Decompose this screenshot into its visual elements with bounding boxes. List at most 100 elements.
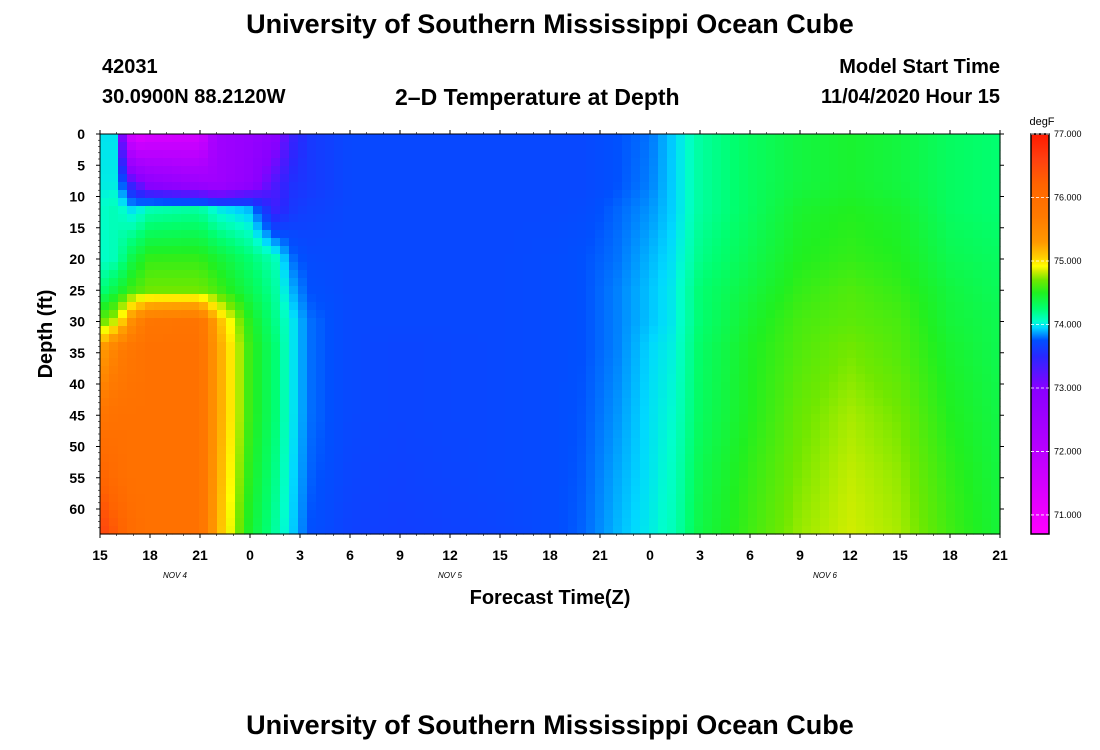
heatmap-cell xyxy=(406,358,416,367)
heatmap-cell xyxy=(964,222,974,231)
heatmap-cell xyxy=(883,238,893,247)
heatmap-cell xyxy=(208,254,218,263)
heatmap-cell xyxy=(649,238,659,247)
heatmap-cell xyxy=(802,406,812,415)
heatmap-cell xyxy=(685,510,695,519)
heatmap-cell xyxy=(226,190,236,199)
heatmap-cell xyxy=(424,262,434,271)
heatmap-cell xyxy=(217,438,227,447)
heatmap-cell xyxy=(568,510,578,519)
heatmap-cell xyxy=(244,390,254,399)
heatmap-cell xyxy=(172,438,182,447)
heatmap-cell xyxy=(532,430,542,439)
heatmap-cell xyxy=(343,206,353,215)
heatmap-cell xyxy=(316,206,326,215)
heatmap-cell xyxy=(118,502,128,511)
heatmap-cell xyxy=(163,342,173,351)
heatmap-cell xyxy=(109,358,119,367)
heatmap-cell xyxy=(244,502,254,511)
heatmap-cell xyxy=(721,238,731,247)
heatmap-cell xyxy=(316,222,326,231)
heatmap-cell xyxy=(730,222,740,231)
heatmap-cell xyxy=(262,406,272,415)
heatmap-cell xyxy=(685,190,695,199)
heatmap-cell xyxy=(640,246,650,255)
heatmap-cell xyxy=(298,294,308,303)
heatmap-cell xyxy=(199,446,209,455)
heatmap-cell xyxy=(757,230,767,239)
heatmap-cell xyxy=(478,470,488,479)
heatmap-cell xyxy=(685,430,695,439)
heatmap-cell xyxy=(361,198,371,207)
heatmap-cell xyxy=(262,214,272,223)
heatmap-cell xyxy=(172,398,182,407)
heatmap-cell xyxy=(487,190,497,199)
heatmap-cell xyxy=(730,166,740,175)
heatmap-cell xyxy=(559,366,569,375)
heatmap-cell xyxy=(478,270,488,279)
heatmap-cell xyxy=(505,326,515,335)
heatmap-cell xyxy=(469,174,479,183)
heatmap-cell xyxy=(469,214,479,223)
heatmap-cell xyxy=(343,502,353,511)
heatmap-cell xyxy=(172,446,182,455)
heatmap-cell xyxy=(415,422,425,431)
heatmap-cell xyxy=(604,334,614,343)
heatmap-cell xyxy=(784,286,794,295)
heatmap-cell xyxy=(856,462,866,471)
heatmap-cell xyxy=(559,318,569,327)
heatmap-cell xyxy=(154,446,164,455)
heatmap-cell xyxy=(811,502,821,511)
heatmap-cell xyxy=(100,350,110,359)
heatmap-cell xyxy=(820,206,830,215)
heatmap-cell xyxy=(244,462,254,471)
heatmap-cell xyxy=(307,470,317,479)
heatmap-cell xyxy=(289,462,299,471)
heatmap-cell xyxy=(334,478,344,487)
heatmap-cell xyxy=(667,318,677,327)
heatmap-cell xyxy=(541,174,551,183)
heatmap-cell xyxy=(892,390,902,399)
heatmap-cell xyxy=(118,446,128,455)
heatmap-cell xyxy=(244,318,254,327)
heatmap-cell xyxy=(163,310,173,319)
heatmap-cell xyxy=(667,206,677,215)
heatmap-cell xyxy=(631,246,641,255)
heatmap-cell xyxy=(541,422,551,431)
heatmap-cell xyxy=(172,214,182,223)
heatmap-cell xyxy=(748,470,758,479)
heatmap-cell xyxy=(838,358,848,367)
heatmap-cell xyxy=(460,374,470,383)
heatmap-cell xyxy=(802,150,812,159)
heatmap-cell xyxy=(784,422,794,431)
heatmap-cell xyxy=(433,494,443,503)
heatmap-cell xyxy=(955,502,965,511)
heatmap-cell xyxy=(262,206,272,215)
heatmap-cell xyxy=(568,206,578,215)
heatmap-cell xyxy=(937,398,947,407)
heatmap-cell xyxy=(982,150,992,159)
heatmap-cell xyxy=(109,454,119,463)
heatmap-cell xyxy=(145,222,155,231)
heatmap-cell xyxy=(991,206,1001,215)
heatmap-cell xyxy=(415,238,425,247)
heatmap-cell xyxy=(667,294,677,303)
heatmap-cell xyxy=(433,462,443,471)
heatmap-cell xyxy=(163,470,173,479)
heatmap-cell xyxy=(685,206,695,215)
heatmap-cell xyxy=(145,494,155,503)
heatmap-cell xyxy=(595,382,605,391)
heatmap-cell xyxy=(424,478,434,487)
heatmap-cell xyxy=(550,286,560,295)
heatmap-cell xyxy=(730,294,740,303)
heatmap-cell xyxy=(784,246,794,255)
heatmap-cell xyxy=(442,142,452,151)
heatmap-cell xyxy=(730,398,740,407)
heatmap-cell xyxy=(865,494,875,503)
heatmap-cell xyxy=(784,326,794,335)
heatmap-cell xyxy=(874,478,884,487)
heatmap-cell xyxy=(154,342,164,351)
heatmap-cell xyxy=(676,230,686,239)
heatmap-cell xyxy=(208,494,218,503)
heatmap-cell xyxy=(145,270,155,279)
